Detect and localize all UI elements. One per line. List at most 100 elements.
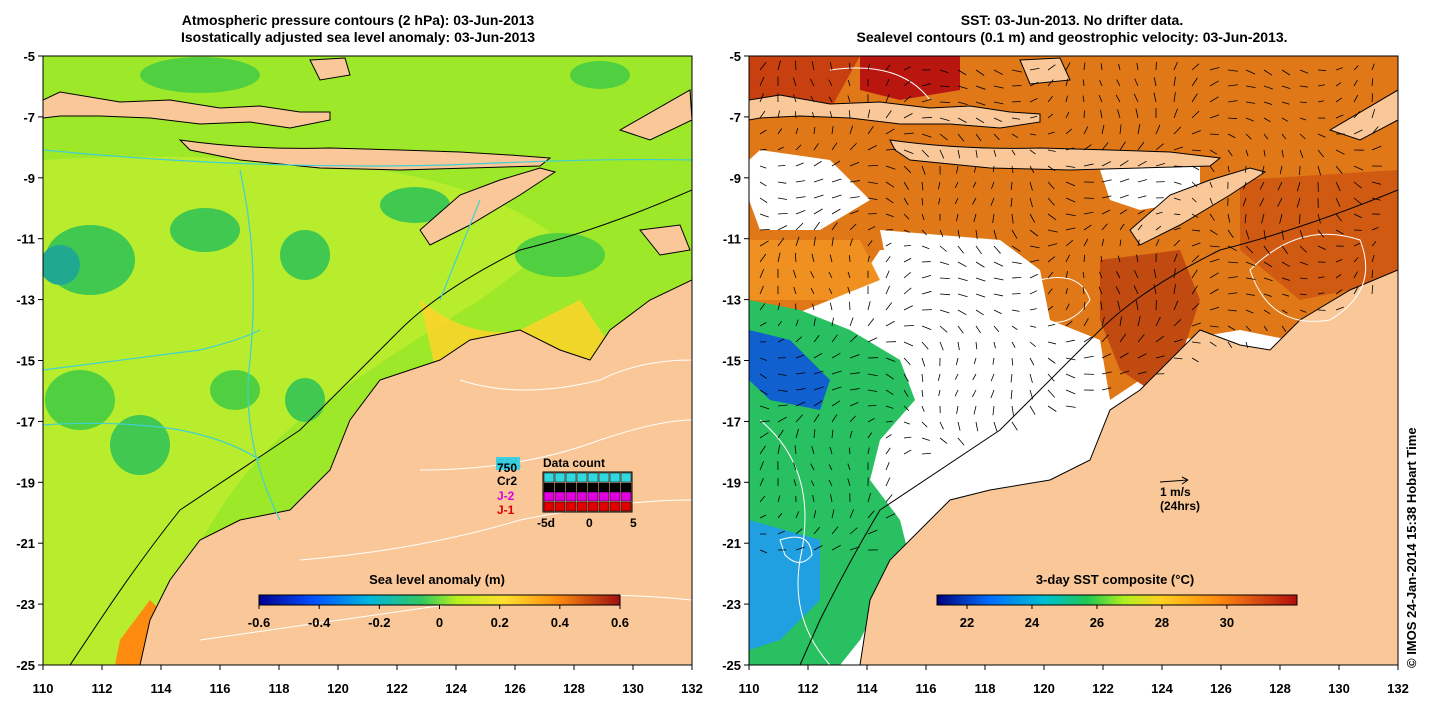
- velocity-arrow: [1118, 63, 1121, 71]
- velocity-arrow: [1119, 333, 1127, 343]
- velocity-arrow: [1173, 338, 1183, 343]
- velocity-arrow: [957, 293, 968, 298]
- velocity-arrow: [1227, 245, 1237, 252]
- velocity-arrow: [921, 98, 932, 103]
- velocity-arrow: [993, 277, 1004, 281]
- velocity-arrow: [1245, 325, 1252, 332]
- right-lon-tick-label: 132: [1387, 681, 1409, 696]
- velocity-arrow: [1317, 84, 1325, 87]
- velocity-arrow: [795, 401, 806, 407]
- velocity-arrow: [1065, 288, 1068, 295]
- velocity-arrow: [1299, 277, 1308, 280]
- velocity-arrow: [1134, 78, 1139, 87]
- velocity-arrow: [867, 417, 875, 423]
- velocity-arrow: [867, 529, 878, 535]
- velocity-arrow: [1371, 285, 1374, 295]
- velocity-arrow: [1353, 257, 1359, 263]
- velocity-arrow: [867, 373, 878, 377]
- velocity-arrow: [830, 494, 833, 503]
- velocity-arrow: [1047, 288, 1053, 295]
- velocity-arrow: [1245, 341, 1249, 348]
- velocity-arrow: [813, 386, 824, 391]
- velocity-arrow: [777, 320, 783, 327]
- velocity-arrow: [1298, 213, 1301, 224]
- velocity-arrow: [831, 429, 834, 439]
- velocity-arrow: [921, 165, 926, 175]
- velocity-arrow: [1099, 271, 1103, 279]
- velocity-arrow: [903, 257, 912, 263]
- sla-contour-5: [779, 536, 813, 563]
- velocity-arrow: [885, 148, 896, 151]
- velocity-arrow: [1371, 108, 1376, 119]
- velocity-arrow: [1137, 179, 1148, 183]
- velocity-arrow: [992, 357, 995, 365]
- velocity-arrow: [777, 237, 785, 247]
- velocity-arrow: [975, 69, 985, 76]
- velocity-arrow: [1281, 309, 1288, 314]
- velocity-arrow: [939, 421, 944, 430]
- sla-colorbar-tick-label: -0.2: [368, 615, 390, 630]
- java-island: [43, 91, 331, 129]
- velocity-arrow: [867, 255, 870, 263]
- velocity-arrow: [759, 420, 770, 423]
- velocity-arrow: [1115, 94, 1121, 103]
- velocity-arrow: [975, 325, 981, 334]
- velocity-arrow: [847, 79, 851, 87]
- velocity-arrow: [1011, 245, 1021, 252]
- velocity-arrow: [1029, 229, 1039, 237]
- velocity-arrow: [1029, 197, 1033, 208]
- velocity-arrow: [972, 389, 977, 398]
- velocity-arrow: [1296, 181, 1301, 192]
- velocity-arrow: [885, 93, 890, 103]
- velocity-arrow: [939, 245, 947, 252]
- sla-colorbar-label: Sea level anomaly (m): [369, 572, 505, 587]
- velocity-arrow: [1047, 271, 1054, 279]
- sst-colorbar-label: 3-day SST composite (°C): [1036, 572, 1194, 587]
- count-bar-cell: [587, 501, 599, 512]
- left-lon-tick-label: 114: [151, 681, 173, 696]
- velocity-arrow: [813, 160, 822, 167]
- velocity-arrow: [885, 477, 891, 487]
- velocity-arrow: [849, 509, 854, 519]
- velocity-arrow: [1010, 181, 1013, 191]
- velocity-arrow: [1065, 111, 1070, 119]
- legend-tick-5: 5: [630, 516, 637, 530]
- velocity-arrow: [1100, 301, 1103, 311]
- velocity-arrow: [793, 462, 797, 471]
- velocity-arrow: [975, 117, 985, 124]
- count-bar-cell: [620, 472, 632, 483]
- velocity-arrow: [813, 318, 816, 327]
- velocity-arrow: [885, 462, 890, 471]
- velocity-arrow: [939, 293, 950, 296]
- velocity-arrow: [973, 165, 977, 173]
- right-lon-tick-label: 120: [1033, 681, 1055, 696]
- velocity-arrow: [795, 372, 806, 375]
- sst-colorbar: [936, 594, 1298, 606]
- velocity-arrow: [1083, 254, 1086, 263]
- velocity-arrow: [1263, 261, 1273, 268]
- velocity-arrow: [921, 245, 930, 250]
- land-contour-2: [419, 419, 692, 471]
- velocity-arrow: [921, 181, 924, 191]
- velocity-arrow: [1259, 197, 1265, 207]
- velocity-arrow: [1047, 79, 1054, 87]
- velocity-arrow: [759, 93, 764, 103]
- velocity-arrow: [992, 165, 995, 173]
- velocity-arrow: [921, 437, 930, 441]
- velocity-arrow: [867, 337, 878, 343]
- map-axis-ticks: 110 112 114 116 118 120 122 124 126 128 130 132 -5 -7…: [16, 49, 1409, 696]
- velocity-arrow: [1083, 355, 1094, 359]
- count-bar-cell: [576, 482, 588, 493]
- velocity-arrow: [990, 181, 995, 189]
- velocity-arrow: [759, 269, 765, 279]
- right-lat-tick-label: -19: [722, 475, 741, 490]
- velocity-arrow: [794, 111, 797, 119]
- velocity-arrow: [1371, 255, 1375, 263]
- velocity-arrow: [1227, 213, 1231, 223]
- velocity-arrow: [1371, 269, 1374, 279]
- velocity-arrow: [759, 228, 770, 231]
- velocity-arrow: [921, 133, 932, 138]
- velocity-arrow: [1335, 149, 1345, 155]
- velocity-arrow: [847, 95, 851, 103]
- velocity-arrow: [1083, 110, 1085, 119]
